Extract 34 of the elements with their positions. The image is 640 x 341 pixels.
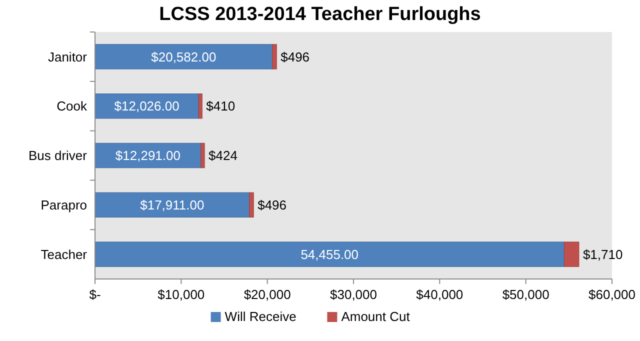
bar [94, 192, 250, 218]
x-tick-label: $40,000 [416, 287, 464, 302]
y-tick-label: Cook [56, 98, 88, 114]
bar [198, 94, 202, 119]
data-label: $20,582.00 [151, 49, 216, 64]
data-label: $496 [280, 49, 310, 64]
data-label: $1,710 [582, 246, 623, 262]
data-label: $496 [258, 197, 287, 212]
y-tick-label: Bus driver [28, 148, 88, 164]
bar [272, 44, 277, 70]
legend-label: Will Receive [224, 309, 296, 324]
x-tick-label: $10,000 [158, 287, 205, 302]
data-label: $12,291.00 [115, 148, 180, 164]
x-tick-label: $60,000 [588, 287, 636, 302]
x-tick-label: $- [89, 287, 101, 302]
data-label: $424 [208, 148, 238, 164]
y-tick-label: Janitor [48, 49, 88, 64]
y-tick-label: Teacher [40, 246, 88, 262]
x-tick-label: $50,000 [502, 287, 550, 302]
bar [200, 142, 205, 168]
bar [249, 192, 254, 218]
x-tick-label: $30,000 [330, 287, 377, 302]
data-label: 54,455.00 [300, 246, 359, 262]
legend-label: Amount Cut [341, 309, 410, 324]
bar [564, 242, 580, 267]
y-tick-label: Parapro [40, 197, 87, 212]
data-label: $12,026.00 [114, 98, 180, 114]
bar [94, 242, 564, 267]
chart-title: LCSS 2013-2014 Teacher Furloughs [159, 4, 481, 25]
bar [94, 44, 273, 70]
x-tick-label: $20,000 [244, 287, 291, 302]
data-label: $17,911.00 [140, 197, 204, 212]
data-label: $410 [206, 98, 236, 114]
bar [94, 94, 199, 119]
